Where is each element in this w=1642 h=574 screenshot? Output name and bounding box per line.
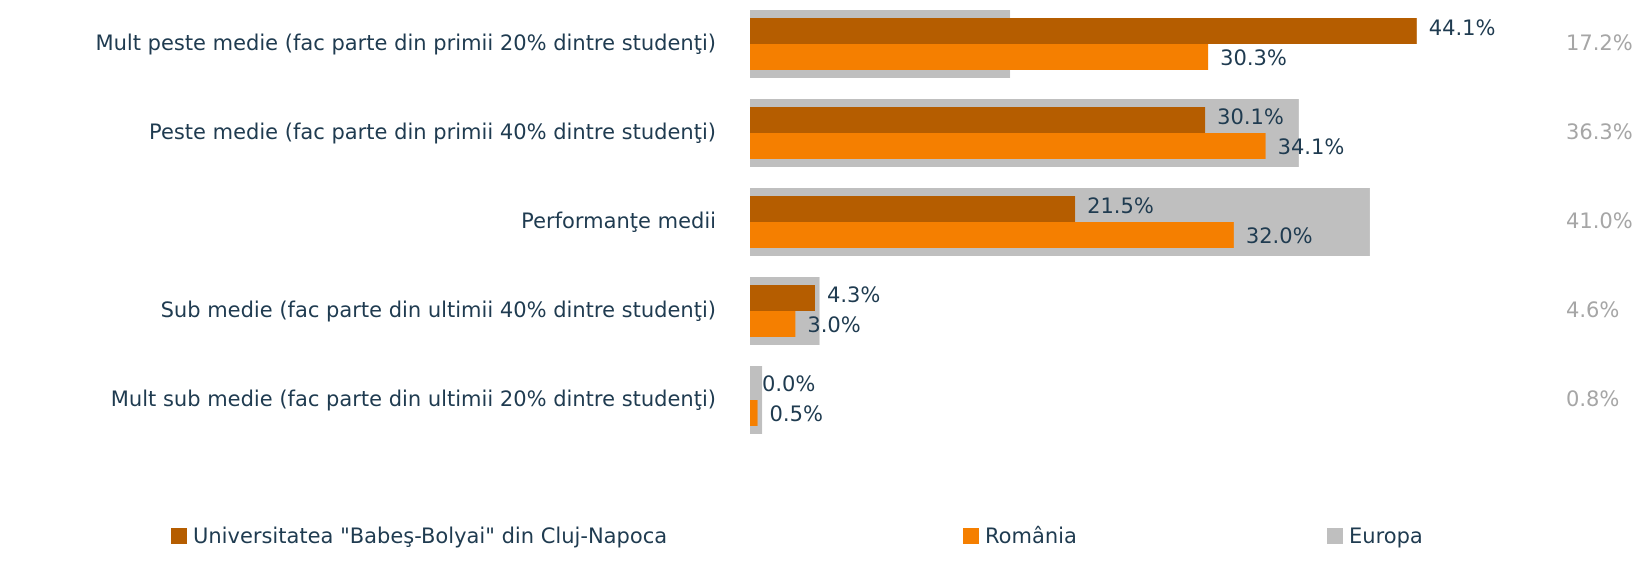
value-label: 32.0% [1246,224,1313,248]
legend-swatch [1327,528,1343,544]
legend-label: Europa [1349,524,1423,548]
value-label: 0.5% [770,402,823,426]
legend-swatch [171,528,187,544]
bar [750,44,1209,70]
bar [750,222,1234,248]
category-label: Mult sub medie (fac parte din ultimii 20… [111,387,716,411]
value-label: 21.5% [1087,194,1154,218]
value-label: 30.3% [1220,46,1287,70]
legend-label: România [985,524,1077,548]
bar [750,196,1076,222]
value-label: 3.0% [807,313,860,337]
bar [750,311,796,337]
bar [750,400,758,426]
category-label: Mult peste medie (fac parte din primii 2… [95,31,716,55]
value-label: 44.1% [1429,16,1496,40]
bar [750,285,816,311]
value-label: 41.0% [1566,209,1633,233]
bar [750,133,1266,159]
legend-swatch [963,528,979,544]
category-label: Performanţe medii [521,209,716,233]
value-label: 34.1% [1278,135,1345,159]
value-label: 4.3% [827,283,880,307]
bar [750,107,1206,133]
value-label: 17.2% [1566,31,1633,55]
bar [750,18,1417,44]
category-label: Sub medie (fac parte din ultimii 40% din… [161,298,716,322]
legend-label: Universitatea "Babeş-Bolyai" din Cluj-Na… [193,524,667,548]
value-label: 30.1% [1217,105,1284,129]
category-label: Peste medie (fac parte din primii 40% di… [149,120,716,144]
value-label: 4.6% [1566,298,1619,322]
value-label: 0.0% [762,372,815,396]
value-label: 36.3% [1566,120,1633,144]
value-label: 0.8% [1566,387,1619,411]
